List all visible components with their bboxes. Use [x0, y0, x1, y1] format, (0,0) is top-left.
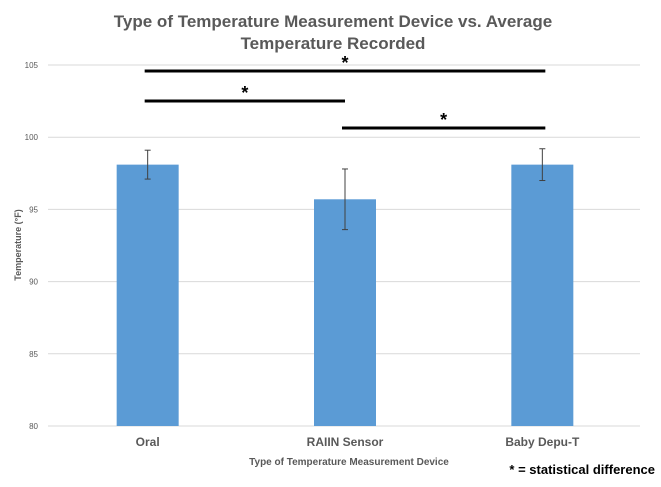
y-tick-label: 105 [25, 61, 39, 70]
x-tick-label: RAIIN Sensor [307, 435, 384, 449]
significance-asterisk: * [341, 53, 348, 73]
bar-oral [116, 164, 179, 427]
y-tick-label: 90 [29, 278, 38, 287]
y-axis-label: Temperature (°F) [13, 209, 23, 280]
x-tick-label: Baby Depu-T [505, 435, 580, 449]
significance-legend: * = statistical difference [509, 462, 655, 477]
bar-raiin-sensor [314, 199, 376, 426]
y-tick-label: 100 [25, 133, 39, 142]
y-tick-label: 85 [29, 350, 38, 359]
x-tick-label: Oral [136, 435, 160, 449]
chart-title-line-2: Temperature Recorded [241, 34, 426, 53]
y-tick-label: 95 [29, 205, 38, 214]
y-tick-label: 80 [29, 422, 38, 431]
x-axis-label: Type of Temperature Measurement Device [249, 457, 449, 468]
chart-title-line-1: Type of Temperature Measurement Device v… [114, 12, 552, 31]
significance-asterisk: * [440, 110, 447, 130]
bar-baby-depu-t [511, 164, 574, 427]
significance-asterisk: * [241, 83, 248, 103]
